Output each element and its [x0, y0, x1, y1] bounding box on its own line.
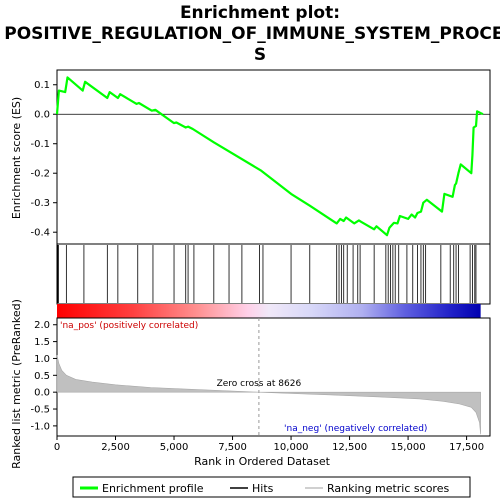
metric-panel-frame [56, 317, 491, 437]
xtick-label: 12,500 [332, 442, 367, 453]
es-axis-label: Enrichment score (ES) [10, 97, 23, 219]
xtick-label: 10,000 [274, 442, 309, 453]
pos-corr-label: 'na_pos' (positively correlated) [60, 321, 198, 331]
metric-ytick-label: -1.0 [30, 421, 50, 432]
metric-area [56, 355, 481, 435]
x-axis-label: Rank in Ordered Dataset [194, 455, 331, 468]
metric-ytick-label: 0.5 [34, 371, 50, 382]
hits-panel-frame [56, 243, 491, 305]
es-panel: 0.1 0.0 -0.1 -0.2 -0.3 -0.4 [30, 69, 491, 245]
es-ytick-label: 0.0 [34, 110, 50, 121]
chart-title-line3: S [254, 45, 266, 65]
metric-axis-label: Ranked list metric (PreRanked) [10, 299, 23, 469]
es-profile-line [55, 76, 484, 237]
xtick-label: 15,000 [391, 442, 426, 453]
xtick-label: 0 [54, 442, 60, 453]
es-ytick-label: -0.2 [30, 169, 50, 180]
legend: Enrichment profile Hits Ranking metric s… [72, 476, 471, 498]
rank-heatbar [57, 304, 481, 318]
zero-cross-label: Zero cross at 8626 [217, 379, 302, 389]
xtick-label: 17,500 [449, 442, 484, 453]
metric-ytick-label: 2.0 [34, 320, 50, 331]
metric-ytick-label: 1.0 [34, 354, 50, 365]
chart-title-line1: Enrichment plot: [180, 3, 340, 23]
es-ytick-label: -0.1 [30, 139, 50, 150]
xtick-label: 5,000 [160, 442, 189, 453]
legend-box [72, 476, 471, 498]
metric-ytick-label: 1.5 [34, 337, 50, 348]
heatbar-rect [57, 304, 481, 318]
legend-metric-label: Ranking metric scores [327, 482, 449, 495]
metric-ytick-label: -0.5 [30, 405, 50, 416]
metric-ytick-label: 0.0 [34, 388, 50, 399]
chart-title-line2: POSITIVE_REGULATION_OF_IMMUNE_SYSTEM_PRO… [4, 24, 500, 44]
es-ytick-label: -0.4 [30, 228, 50, 239]
neg-corr-label: 'na_neg' (negatively correlated) [284, 424, 427, 434]
es-ytick-label: 0.1 [34, 80, 50, 91]
xtick-label: 7,500 [218, 442, 247, 453]
legend-profile-label: Enrichment profile [102, 482, 204, 495]
hits-panel [56, 243, 491, 305]
xtick-label: 2,500 [101, 442, 130, 453]
legend-hits-label: Hits [252, 482, 274, 495]
es-ytick-label: -0.3 [30, 198, 50, 209]
metric-panel: Zero cross at 8626 'na_pos' (positively c… [30, 317, 491, 453]
